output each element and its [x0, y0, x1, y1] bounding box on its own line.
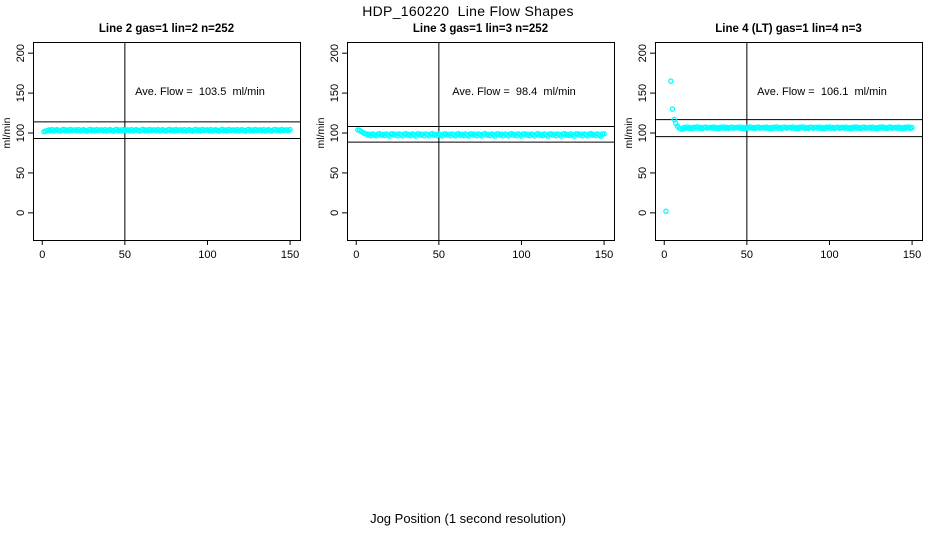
y-tick-label: 50	[637, 167, 649, 179]
y-tick-label: 150	[15, 84, 27, 102]
data-point	[287, 126, 293, 133]
panel-2-ave-flow-annotation: Ave. Flow = 98.4 ml/min	[452, 86, 576, 98]
y-tick-label: 150	[329, 84, 341, 102]
y-tick-label: 50	[15, 167, 27, 179]
y-tick-label: 100	[329, 124, 341, 142]
panel-3-ave-flow-annotation: Ave. Flow = 106.1 ml/min	[757, 86, 887, 98]
panel-1-ave-flow-annotation: Ave. Flow = 103.5 ml/min	[135, 86, 265, 98]
data-point	[601, 131, 607, 137]
x-tick-label: 100	[198, 249, 216, 261]
x-tick-label: 50	[433, 249, 445, 261]
y-tick-label: 200	[637, 44, 649, 62]
y-tick-label: 0	[637, 210, 649, 216]
panel-3-title: Line 4 (LT) gas=1 lin=4 n=3	[715, 23, 862, 35]
data-point	[668, 78, 674, 84]
y-tick-label: 150	[637, 84, 649, 102]
page-title: HDP_160220 Line Flow Shapes	[362, 3, 574, 19]
plot-box	[347, 42, 615, 241]
y-tick-label: 200	[329, 44, 341, 62]
x-tick-label: 150	[595, 249, 613, 261]
plot-box	[655, 42, 923, 241]
y-tick-label: 100	[15, 124, 27, 142]
x-tick-label: 100	[512, 249, 530, 261]
x-tick-label: 150	[903, 249, 921, 261]
y-tick-label: 50	[329, 167, 341, 179]
data-point	[909, 124, 915, 131]
data-point	[663, 208, 669, 215]
x-tick-label: 0	[39, 249, 45, 261]
x-tick-label: 50	[119, 249, 131, 261]
x-tick-label: 0	[353, 249, 359, 261]
y-tick-label: 200	[15, 44, 27, 62]
data-point	[669, 106, 676, 112]
panel-1-title: Line 2 gas=1 lin=2 n=252	[98, 23, 235, 35]
x-tick-label: 100	[820, 249, 838, 261]
y-tick-label: 100	[637, 124, 649, 142]
x-tick-label: 0	[661, 249, 667, 261]
plot-box	[33, 42, 301, 241]
x-tick-label: 150	[281, 249, 299, 261]
y-tick-label: 0	[15, 210, 27, 216]
y-tick-label: 0	[329, 210, 341, 216]
panel-2-title: Line 3 gas=1 lin=3 n=252	[412, 23, 549, 35]
x-axis-label: Jog Position (1 second resolution)	[370, 511, 566, 526]
x-tick-label: 50	[741, 249, 753, 261]
